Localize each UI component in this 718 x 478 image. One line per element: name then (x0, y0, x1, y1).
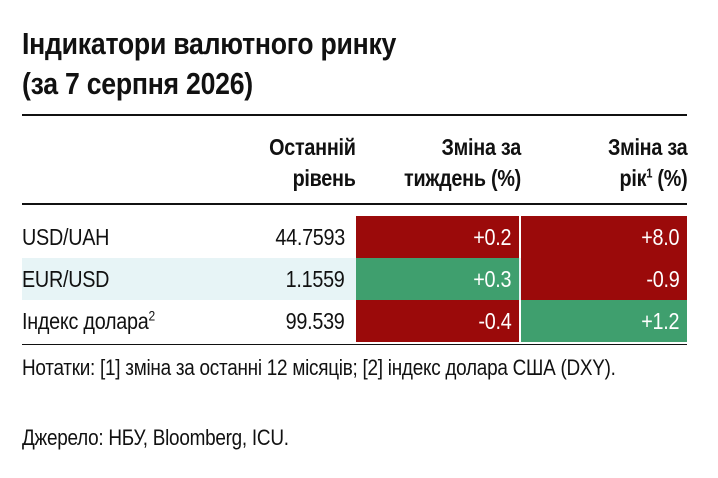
week-change-cell: +0.3 (356, 258, 519, 300)
last-level-value: 1.1559 (286, 266, 345, 292)
year-change-cell: -0.9 (521, 258, 687, 300)
header-rule (22, 203, 687, 205)
table-row: EUR/USD 1.1559 +0.3 -0.9 (22, 258, 687, 300)
title-line-2: (за 7 серпня 2026) (22, 66, 253, 101)
column-header-week: Зміна за тиждень (%) (404, 132, 521, 194)
row-label-text: USD/UAH (22, 224, 110, 250)
last-level-value: 44.7593 (275, 224, 345, 250)
footnote-marker-2: 2 (148, 307, 156, 324)
table-row: Індекс долара2 99.539 -0.4 +1.2 (22, 300, 687, 342)
column-header-week-line-2: тиждень (%) (404, 165, 521, 191)
table-row: USD/UAH 44.7593 +0.2 +8.0 (22, 216, 687, 258)
row-label-text: EUR/USD (22, 266, 110, 292)
year-change-value: -0.9 (645, 266, 679, 292)
column-header-week-line-1: Зміна за (441, 134, 522, 160)
year-change-value: +1.2 (640, 308, 679, 334)
column-header-year: Зміна за рік1 (%) (607, 132, 688, 194)
last-level-value: 99.539 (286, 308, 345, 334)
row-label: Індекс долара2 (22, 300, 155, 342)
top-rule (22, 114, 687, 116)
notes-text: Нотатки: [1] зміна за останні 12 місяців… (22, 355, 616, 380)
row-label-text: Індекс долара (22, 308, 149, 334)
week-change-cell: +0.2 (356, 216, 519, 258)
row-label: USD/UAH (22, 216, 109, 258)
column-header-level-line-1: Останній (269, 134, 356, 160)
footnote-marker-1: 1 (645, 165, 652, 181)
page-title: Індикатори валютного ринку (за 7 серпня … (22, 24, 607, 104)
column-header-year-line-1: Зміна за (607, 134, 688, 160)
week-change-value: +0.3 (472, 266, 511, 292)
column-header-year-unit: (%) (651, 165, 687, 191)
week-change-cell: -0.4 (356, 300, 519, 342)
week-change-value: -0.4 (477, 308, 511, 334)
bottom-rule (22, 344, 687, 345)
column-header-year-word: рік (619, 165, 646, 191)
column-header-level-line-2: рівень (292, 165, 356, 191)
column-header-year-line-2: рік1 (%) (608, 163, 687, 194)
week-change-value: +0.2 (472, 224, 511, 250)
column-header-level: Останній рівень (269, 132, 356, 194)
year-change-cell: +1.2 (521, 300, 687, 342)
row-label: EUR/USD (22, 258, 109, 300)
source-text: Джерело: НБУ, Bloomberg, ICU. (22, 425, 289, 450)
year-change-cell: +8.0 (521, 216, 687, 258)
year-change-value: +8.0 (640, 224, 679, 250)
title-line-1: Індикатори валютного ринку (22, 26, 397, 61)
